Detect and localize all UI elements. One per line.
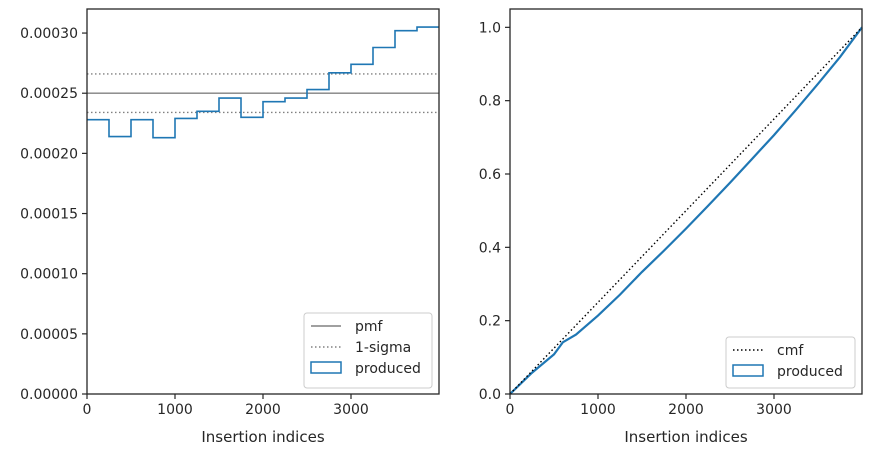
right-x-tick-label: 1000 — [580, 402, 616, 418]
right-legend: cmf produced — [725, 336, 856, 389]
right-x-tick-label: 2000 — [668, 402, 704, 418]
right-x-tick-label: 3000 — [756, 402, 792, 418]
right-legend-handle-produced — [732, 364, 764, 377]
right-legend-label-produced: produced — [777, 364, 843, 380]
left-y-tick-label: 0.00005 — [20, 327, 78, 343]
right-y-tick-label: 0.8 — [479, 94, 501, 110]
right-x-axis-label: Insertion indices — [624, 428, 747, 446]
left-axes-frame — [86, 8, 440, 395]
right-y-tick-label: 0.6 — [479, 167, 501, 183]
right-x-tick-label: 0 — [506, 402, 515, 418]
left-legend-label-produced: produced — [355, 361, 421, 377]
left-legend-handle-produced — [310, 361, 342, 374]
left-x-tick-label: 0 — [83, 402, 92, 418]
left-y-tick-label: 0.00030 — [20, 26, 78, 42]
right-produced-line — [509, 26, 863, 395]
left-legend-label-pmf: pmf — [355, 319, 384, 335]
right-y-tick-label: 0.2 — [479, 314, 501, 330]
left-y-tick-label: 0.00020 — [20, 146, 78, 162]
left-x-tick-label: 1000 — [157, 402, 193, 418]
left-x-axis-label: Insertion indices — [201, 428, 324, 446]
left-x-tick-label: 3000 — [333, 402, 369, 418]
right-y-tick-label: 1.0 — [479, 20, 501, 36]
left-panel-pmf-histogram: 0 1000 2000 3000 0.00000 0.00005 0.00010 0.0001… — [20, 8, 440, 446]
right-axes-frame — [509, 8, 863, 395]
right-panel-cmf-plot: 0 1000 2000 3000 0.0 0.2 0.4 0.6 0.8 1.0 Insertion… — [479, 8, 863, 446]
left-y-tick-label: 0.00025 — [20, 86, 78, 102]
left-legend-box — [303, 312, 433, 389]
left-legend-label-1-sigma: 1-sigma — [355, 340, 411, 356]
right-y-tick-label: 0.4 — [479, 240, 501, 256]
right-y-tick-label: 0.0 — [479, 387, 501, 403]
left-legend: pmf 1-sigma produced — [303, 312, 433, 389]
right-legend-label-cmf: cmf — [777, 343, 804, 359]
left-y-tick-label: 0.00010 — [20, 267, 78, 283]
left-produced-step-line — [87, 26, 439, 139]
left-y-tick-label: 0.00000 — [20, 387, 78, 403]
left-x-tick-label: 2000 — [245, 402, 281, 418]
right-cmf-line — [509, 26, 863, 395]
left-y-tick-label: 0.00015 — [20, 207, 78, 223]
